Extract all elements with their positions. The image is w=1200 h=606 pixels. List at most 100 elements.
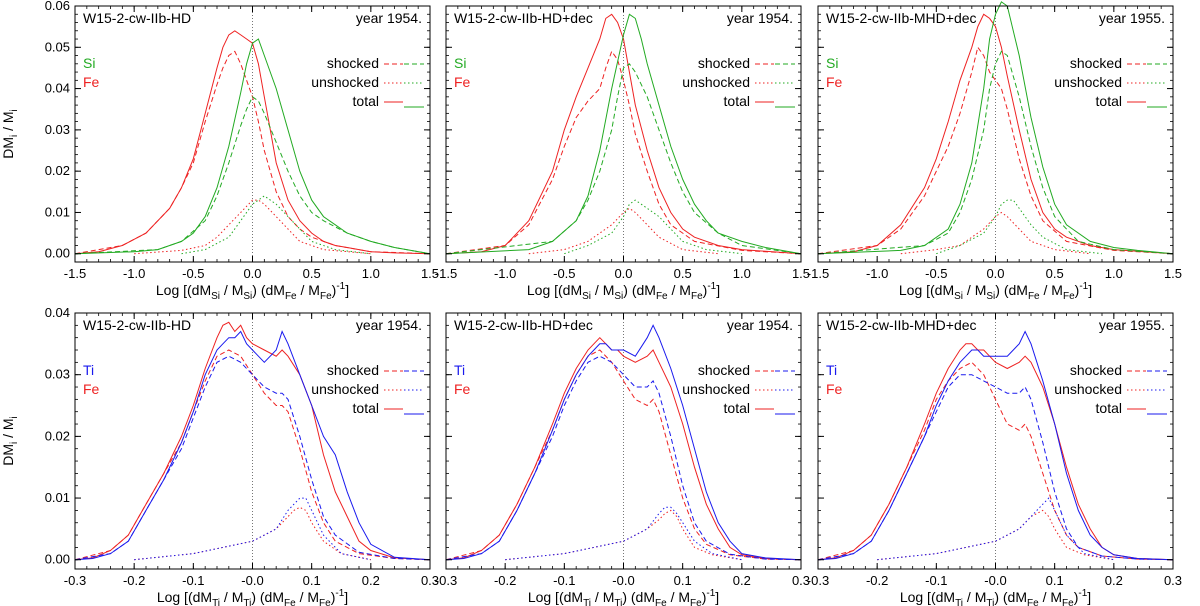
x-axis-label-part: Log [(dM: [156, 282, 211, 298]
x-axis-label: Log [(dMSi / MSi) (dMFe / MFe)-1]: [527, 281, 720, 302]
legend-label-total: total: [1096, 400, 1122, 416]
series-ti-unshocked: [505, 506, 742, 561]
plot-frame: [817, 5, 1174, 263]
y-tick-label: 0.00: [45, 552, 70, 567]
panel-0-0: -1.5 -1.0 -0.5 0.0 0.5 1.0 1.5 0.00 0.01 0.02 0.03…: [0, 0, 439, 302]
x-tick-label: 1.5: [421, 266, 439, 281]
series-si-total: [817, 1, 1174, 255]
series-si-unshocked: [936, 199, 1103, 255]
series-fe-unshocked: [900, 211, 1091, 255]
x-axis-label-part: ) (dM: [995, 282, 1028, 298]
x-tick-label: 0.5: [674, 266, 692, 281]
x-tick-label: 0.0: [614, 266, 632, 281]
x-tick-label: -1.5: [807, 266, 829, 281]
series-si-total: [74, 38, 431, 255]
plot-frame: [74, 312, 431, 570]
x-axis-label-part: ) (dM: [994, 589, 1027, 605]
x-axis-label-part: / M: [1040, 282, 1063, 298]
y-axis-label-part: DM: [0, 137, 16, 159]
x-tick-label: 0.5: [303, 266, 321, 281]
x-axis-label-sub: Fe: [1062, 598, 1074, 606]
x-axis-label-sub: Si: [986, 291, 995, 302]
x-tick-label: -0.2: [123, 573, 145, 588]
x-tick-label: -0.1: [925, 573, 947, 588]
series-fe-shocked: [445, 349, 802, 561]
x-axis-label-sub: Fe: [655, 598, 667, 606]
x-axis-label-sub: Fe: [1063, 291, 1075, 302]
x-axis-label-part: ): [703, 282, 708, 298]
x-axis-label-part: ]: [344, 589, 348, 605]
x-tick-label: -1.0: [123, 266, 145, 281]
x-axis-label-sub: Fe: [320, 291, 332, 302]
x-axis-label-sub: Fe: [1028, 291, 1040, 302]
x-tick-label: -1.5: [435, 266, 457, 281]
panel-year: year 1954.: [727, 317, 793, 333]
x-axis-label-sub: Si: [954, 291, 963, 302]
panel-1-0: -0.3 -0.2 -0.1 -0.0 0.1 0.2 0.3 0.00 0.01 0.02 0.0…: [0, 305, 439, 606]
x-axis-label-sub: Si: [582, 291, 591, 302]
legend-element-ti: Ti: [83, 362, 94, 378]
panel-1-2: -0.3 -0.2 -0.1 -0.0 0.1 0.2 0.3 W15-2-cw-IIb-MH…: [807, 312, 1182, 606]
x-axis-label-part: / M: [963, 589, 986, 605]
series-fe-unshocked: [877, 509, 1114, 561]
x-tick-label: 0.5: [1046, 266, 1064, 281]
x-tick-label: 1.0: [362, 266, 380, 281]
x-axis-label-sub: Ti: [583, 598, 591, 606]
x-tick-label: -0.0: [241, 573, 263, 588]
x-tick-label: -0.5: [553, 266, 575, 281]
panel-0-1: -1.5 -1.0 -0.5 0.0 0.5 1.0 1.5 W15-2-cw-IIb-HD+…: [435, 5, 810, 302]
x-tick-label: -0.3: [435, 573, 457, 588]
x-tick-label: 1.5: [792, 266, 810, 281]
series-si-shocked: [817, 50, 1174, 255]
x-axis-label-part: ) (dM: [623, 282, 656, 298]
series-fe-total: [445, 13, 802, 255]
legend-element-fe: Fe: [454, 381, 471, 397]
x-tick-label: -0.5: [182, 266, 204, 281]
series-si-unshocked: [564, 199, 742, 255]
legend-element-fe: Fe: [454, 74, 471, 90]
x-axis-label-sub: Fe: [1027, 598, 1039, 606]
x-tick-label: -0.5: [925, 266, 947, 281]
x-axis-label-part: / M: [591, 282, 614, 298]
x-tick-label: 0.2: [1105, 573, 1123, 588]
y-axis-label-sub: i: [9, 416, 20, 418]
panel-year: year 1954.: [356, 10, 422, 26]
x-axis-label-part: Log [(dM: [157, 589, 212, 605]
x-tick-label: 0.2: [733, 573, 751, 588]
x-axis-label-part: / M: [667, 589, 690, 605]
x-axis-label-part: / M: [220, 589, 243, 605]
y-axis-label-sub: i: [9, 442, 20, 444]
series-ti-shocked: [445, 355, 802, 561]
x-axis-label-sub: Fe: [285, 291, 297, 302]
x-axis-label-part: ]: [345, 282, 349, 298]
legend-label-shocked: shocked: [1070, 55, 1122, 71]
plot-frame: [817, 312, 1174, 570]
x-axis-label-sub: Fe: [690, 598, 702, 606]
y-tick-label: 0.06: [45, 0, 70, 13]
x-axis-label-part: / M: [591, 589, 614, 605]
legend-element-si: Si: [454, 55, 466, 71]
series-fe-shocked: [445, 50, 802, 255]
x-axis-label-part: / M: [220, 282, 243, 298]
x-tick-label: -0.0: [984, 573, 1006, 588]
legend-label-unshocked: unshocked: [1054, 74, 1122, 90]
panel-model-title: W15-2-cw-IIb-HD+dec: [454, 10, 593, 26]
y-tick-label: 0.01: [45, 204, 70, 219]
legend-element-fe: Fe: [83, 381, 100, 397]
legend-label-unshocked: unshocked: [311, 74, 379, 90]
series-ti-unshocked: [134, 497, 371, 561]
series-fe-unshocked: [528, 207, 719, 255]
series-ti-shocked: [817, 374, 1174, 561]
x-axis-label-sup: -1: [1078, 588, 1087, 599]
x-tick-label: 0.2: [362, 573, 380, 588]
x-axis-label-part: ]: [716, 282, 720, 298]
panel-model-title: W15-2-cw-IIb-MHD+dec: [826, 317, 977, 333]
panel-year: year 1955.: [1099, 10, 1165, 26]
x-axis-label-part: ) (dM: [251, 589, 284, 605]
x-axis-label: Log [(dMTi / MTi) (dMFe / MFe)-1]: [528, 588, 719, 606]
x-tick-label: -0.3: [64, 573, 86, 588]
x-axis-label-sub: Si: [614, 291, 623, 302]
x-tick-label: 0.1: [1046, 573, 1064, 588]
x-tick-label: 0.0: [243, 266, 261, 281]
legend-label-unshocked: unshocked: [682, 381, 750, 397]
